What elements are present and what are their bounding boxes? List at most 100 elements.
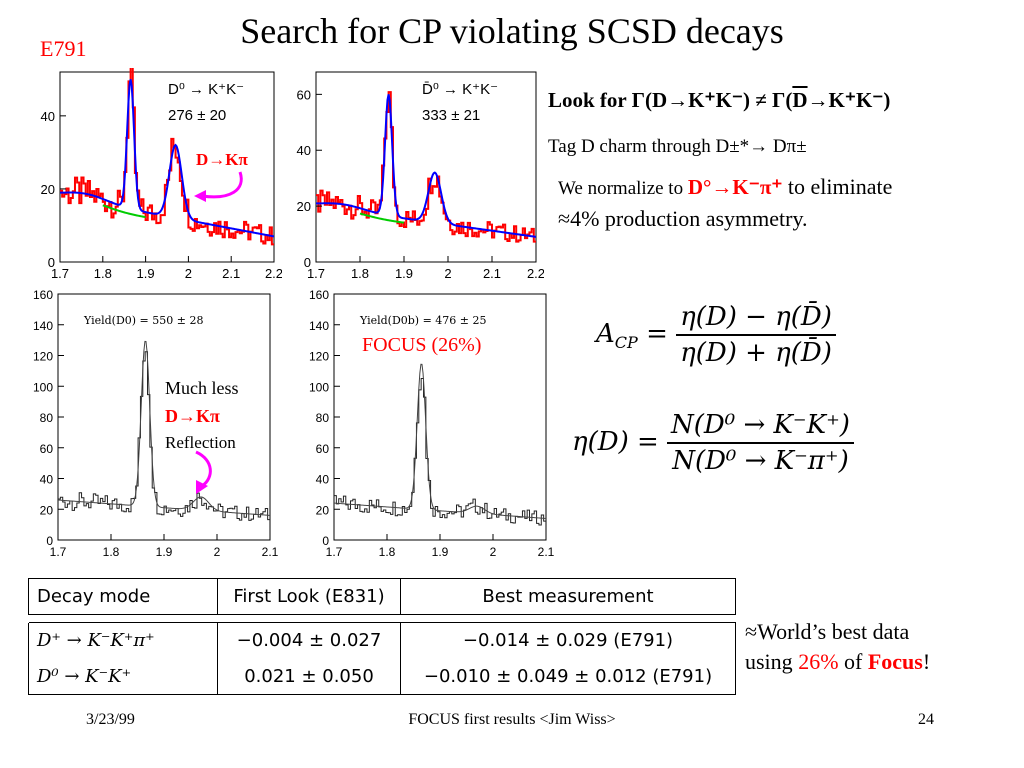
world-line1: ≈World’s best data xyxy=(745,619,910,644)
background-curve xyxy=(102,204,146,219)
world-bang: ! xyxy=(922,649,931,674)
x-tick-label: 2 xyxy=(214,545,221,559)
y-tick-label: 120 xyxy=(309,350,329,364)
y-tick-label: 120 xyxy=(33,350,53,364)
look-for-rhs-pre: Γ( xyxy=(772,88,793,112)
dk-annotation: D→Kπ xyxy=(196,150,248,169)
plot1-label2: 276 ± 20 xyxy=(168,107,226,124)
x-tick-label: 1.8 xyxy=(103,545,120,559)
x-tick-label: 2.2 xyxy=(527,266,544,281)
y-tick-label: 0 xyxy=(322,534,329,548)
fit-curve xyxy=(59,79,275,238)
x-tick-label: 1.7 xyxy=(50,545,67,559)
plot-focus-d0-svg: 1.7 1.8 1.9 2 2.1 0 20 40 60 80 100 120 140 160 Yield… xyxy=(33,288,279,559)
plot-focus-d0bar-svg: 1.7 1.8 1.9 2 2.1 0 20 40 60 80 100 120 140 160 Yield… xyxy=(309,288,555,559)
y-tick-label: 100 xyxy=(309,380,329,394)
world-focus: Focus xyxy=(867,649,923,674)
x-tick-label: 1.8 xyxy=(94,266,112,281)
row1-mode: D⁺ → K⁻K⁺π⁺ xyxy=(28,622,218,659)
y-tick-label: 60 xyxy=(316,442,330,456)
acp-lhs: A xyxy=(596,319,615,349)
y-tick-label: 60 xyxy=(297,87,311,102)
plot4-yield: Yield(D0b) = 476 ± 25 xyxy=(359,314,487,327)
y-tick-label: 40 xyxy=(41,109,55,124)
world-using: using xyxy=(745,649,799,674)
x-tick-label: 1.9 xyxy=(156,545,173,559)
normalize-text: We normalize to xyxy=(558,178,688,199)
x-tick-label: 2.1 xyxy=(262,545,279,559)
acp-numerator: η(D) − η(D̄) xyxy=(676,302,836,336)
footer-center: FOCUS first results <Jim Wiss> xyxy=(408,711,616,728)
row1-first: −0.004 ± 0.027 xyxy=(217,622,401,659)
plot2-label1: D̄⁰ → K⁺K⁻ xyxy=(422,81,498,98)
y-tick-label: 20 xyxy=(297,199,311,214)
results-header-row: Decay mode First Look (E831) Best measur… xyxy=(28,578,736,615)
row1-best: −0.014 ± 0.029 (E791) xyxy=(400,622,736,659)
y-tick-label: 40 xyxy=(297,143,311,158)
y-tick-label: 40 xyxy=(316,473,330,487)
x-tick-label: 1.7 xyxy=(51,266,69,281)
acp-equation: ACP = η(D) − η(D̄) η(D) + η(D̄) xyxy=(596,302,836,368)
x-tick-label: 1.8 xyxy=(379,545,396,559)
histogram-trace xyxy=(316,91,536,243)
y-tick-label: 0 xyxy=(48,255,55,270)
table-row: D⁺ → K⁻K⁺π⁺ −0.004 ± 0.027 −0.014 ± 0.02… xyxy=(28,622,736,659)
results-table: Decay mode First Look (E831) Best measur… xyxy=(28,578,736,695)
eta-equation: η(D) = N(D⁰ → K⁻K⁺) N(D⁰ → K⁻π⁺) xyxy=(572,410,854,476)
experiment-tag: E791 xyxy=(40,36,87,61)
reflection-arrow-icon xyxy=(195,450,212,494)
row2-mode: D⁰ → K⁻K⁺ xyxy=(28,658,218,695)
eta-denominator: N(D⁰ → K⁻π⁺) xyxy=(672,446,849,476)
normalize-line1: We normalize to D°→K⁻π⁺ to eliminate xyxy=(558,174,892,200)
y-tick-label: 100 xyxy=(33,380,53,394)
y-tick-label: 140 xyxy=(33,319,53,333)
y-tick-label: 0 xyxy=(46,534,53,548)
focus-label: FOCUS (26%) xyxy=(362,334,482,356)
plot-e791-d0bar-svg: 1.7 1.8 1.9 2 2.1 2.2 0 20 40 60 D̄⁰ → K⁺K⁻ 333 ±… xyxy=(297,71,544,281)
row2-first: 0.021 ± 0.050 xyxy=(217,658,401,695)
footer-date: 3/23/99 xyxy=(86,711,135,728)
look-for-neq: ≠ xyxy=(749,88,773,112)
look-for-rhs-bar: D xyxy=(792,88,808,112)
much-less-line2: D→Kπ xyxy=(165,406,220,426)
look-for-rhs-post: →K⁺K⁻) xyxy=(807,88,891,112)
fit-curve xyxy=(333,363,547,519)
header-best: Best measurement xyxy=(400,578,736,615)
y-tick-label: 80 xyxy=(316,411,330,425)
plot-e791-d0: 1.7 1.8 1.9 2 2.1 2.2 0 20 40 D⁰ → K⁺K⁻ 276 ± 20 xyxy=(20,68,282,283)
histogram-trace xyxy=(58,351,270,521)
header-first-look: First Look (E831) xyxy=(217,578,401,615)
plot-focus-d0: 1.7 1.8 1.9 2 2.1 0 20 40 60 80 100 120 140 160 Yield… xyxy=(14,288,286,560)
acp-sub: CP xyxy=(614,333,638,353)
x-tick-label: 2.2 xyxy=(265,266,282,281)
eta-numerator: N(D⁰ → K⁻K⁺) xyxy=(667,410,854,444)
plot1-label1: D⁰ → K⁺K⁻ xyxy=(168,81,244,98)
x-tick-label: 1.9 xyxy=(395,266,413,281)
x-tick-label: 2 xyxy=(185,266,192,281)
row2-best: −0.010 ± 0.049 ± 0.012 (E791) xyxy=(400,658,736,695)
x-tick-label: 2.1 xyxy=(483,266,501,281)
acp-fraction: η(D) − η(D̄) η(D) + η(D̄) xyxy=(676,302,836,368)
footer-page: 24 xyxy=(918,711,934,728)
x-tick-label: 1.7 xyxy=(326,545,343,559)
fit-curve xyxy=(315,94,537,238)
y-tick-label: 20 xyxy=(316,503,330,517)
y-tick-label: 20 xyxy=(41,182,55,197)
world-best-text: ≈World’s best data using 26% of Focus! xyxy=(745,617,930,677)
y-tick-label: 160 xyxy=(33,288,53,302)
x-tick-label: 1.7 xyxy=(307,266,325,281)
plot-focus-d0bar: 1.7 1.8 1.9 2 2.1 0 20 40 60 80 100 120 140 160 Yield… xyxy=(290,288,562,560)
normalize-line2: ≈4% production asymmetry. xyxy=(558,206,808,231)
x-tick-label: 2 xyxy=(490,545,497,559)
plot-e791-d0bar: 1.7 1.8 1.9 2 2.1 2.2 0 20 40 60 D̄⁰ → K⁺K⁻ 333 ±… xyxy=(282,68,544,283)
y-tick-label: 80 xyxy=(40,411,54,425)
world-pct: 26% xyxy=(798,649,839,674)
x-tick-label: 2.1 xyxy=(222,266,240,281)
x-tick-label: 1.8 xyxy=(351,266,369,281)
y-tick-label: 140 xyxy=(309,319,329,333)
y-tick-label: 20 xyxy=(40,503,54,517)
much-less-line1: Much less xyxy=(165,378,239,398)
table-row: D⁰ → K⁻K⁺ 0.021 ± 0.050 −0.010 ± 0.049 ±… xyxy=(28,658,736,695)
y-tick-label: 60 xyxy=(40,442,54,456)
background-curve xyxy=(359,212,405,224)
